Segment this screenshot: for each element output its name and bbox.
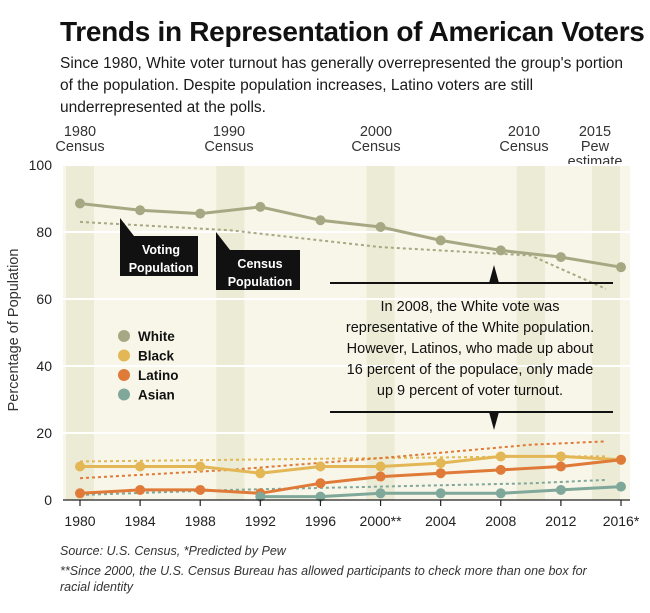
annotation-line-4: 16 percent of the populace, only made xyxy=(347,362,594,378)
x-tick-2008: 2008 xyxy=(485,513,516,529)
x-tick-2004: 2004 xyxy=(425,513,456,529)
voting-callout-text-1: Voting xyxy=(142,243,180,257)
x-tick-1984: 1984 xyxy=(125,513,156,529)
data-point-black-1984 xyxy=(135,461,146,472)
grid-lines xyxy=(63,164,630,434)
data-point-black-2004 xyxy=(435,458,446,469)
annotation: In 2008, the White vote was representativ… xyxy=(330,265,613,430)
data-point-latino-2008 xyxy=(495,464,506,475)
y-tick-60: 60 xyxy=(36,291,52,307)
data-point-asian-2008 xyxy=(495,488,506,499)
data-point-white-2000 xyxy=(375,221,386,232)
data-point-asian-2016 xyxy=(616,481,626,492)
annotation-line-3: However, Latinos, who made up about xyxy=(347,341,594,357)
data-point-latino-2012 xyxy=(555,461,566,472)
y-tick-20: 20 xyxy=(36,425,52,441)
data-point-white-2012 xyxy=(555,252,566,263)
census-footnote: **Since 2000, the U.S. Census Bureau has… xyxy=(60,564,587,594)
axes: 0 20 40 60 80 100 1980 1984 1988 1992 1996 2000** 20… xyxy=(29,157,640,529)
data-point-latino-2000 xyxy=(375,471,386,482)
census-band-2015 xyxy=(591,165,620,500)
x-tick-2016: 2016* xyxy=(603,513,640,529)
census-callout-text-2: Population xyxy=(228,275,293,289)
data-point-latino-1984 xyxy=(135,484,146,495)
legend-marker-black xyxy=(118,349,130,362)
data-point-latino-1980 xyxy=(75,488,85,499)
data-point-asian-2004 xyxy=(435,488,446,499)
chart-title: Trends in Representation of American Vot… xyxy=(60,16,645,47)
data-point-asian-1992 xyxy=(255,491,266,502)
data-point-black-1988 xyxy=(195,461,206,472)
data-point-white-2004 xyxy=(435,235,446,246)
census-line-white xyxy=(79,220,607,290)
census-label-1980: 1980 Census xyxy=(55,124,105,155)
y-tick-80: 80 xyxy=(36,224,52,240)
census-callout-box xyxy=(216,232,300,290)
annotation-line-1: In 2008, the White vote was xyxy=(381,299,560,315)
data-point-latino-1988 xyxy=(195,484,206,495)
legend-marker-white xyxy=(118,330,130,342)
legend: White Black Latino Asian xyxy=(118,329,179,403)
y-tick-100: 100 xyxy=(29,157,53,173)
data-point-black-1992 xyxy=(255,468,266,479)
data-point-white-2016 xyxy=(616,262,626,273)
census-band-1980 xyxy=(66,165,94,500)
x-tick-1996: 1996 xyxy=(305,513,336,529)
legend-label-white: White xyxy=(138,329,175,344)
x-tick-2012: 2012 xyxy=(545,513,576,529)
voting-callout-text-2: Population xyxy=(129,261,194,275)
data-point-latino-2004 xyxy=(435,468,446,479)
voting-callout-box xyxy=(120,218,198,276)
census-band-2000 xyxy=(366,165,395,500)
x-tick-1980: 1980 xyxy=(64,513,95,529)
data-point-latino-1996 xyxy=(315,478,326,489)
legend-marker-latino xyxy=(118,369,130,381)
data-point-black-1980 xyxy=(75,461,85,472)
voting-line-white xyxy=(79,202,622,269)
data-point-black-2000 xyxy=(375,461,386,472)
y-tick-40: 40 xyxy=(36,358,52,374)
data-point-white-1992 xyxy=(255,201,266,212)
census-label-1990: 1990 Census xyxy=(204,124,254,155)
x-tick-1988: 1988 xyxy=(185,513,216,529)
annotation-line-2: representative of the White population. xyxy=(346,320,594,336)
x-tick-2000: 2000** xyxy=(360,513,403,529)
data-point-white-1980 xyxy=(75,198,85,209)
data-point-white-1988 xyxy=(195,208,206,219)
y-tick-0: 0 xyxy=(44,492,52,508)
census-line-asian xyxy=(79,478,607,496)
callouts: Voting Population Census Population xyxy=(120,218,300,290)
data-point-black-2012 xyxy=(555,451,566,462)
data-point-white-1984 xyxy=(135,205,146,216)
data-point-asian-1996 xyxy=(315,491,326,502)
data-point-white-2008 xyxy=(495,245,506,256)
chart-subtitle: Since 1980, White voter turnout has gene… xyxy=(60,55,624,116)
annotation-line-5: up 9 percent of voter turnout. xyxy=(377,383,563,399)
annotation-arrow-up xyxy=(489,265,499,283)
data-point-white-1996 xyxy=(315,215,326,226)
census-label-2000: 2000 Census xyxy=(351,124,401,155)
data-point-latino-2016 xyxy=(616,454,626,465)
legend-label-latino: Latino xyxy=(138,368,179,383)
voting-line-latino xyxy=(79,458,622,495)
census-label-2010: 2010 Census xyxy=(499,124,549,155)
legend-label-asian: Asian xyxy=(138,388,175,403)
source-note: Source: U.S. Census, *Predicted by Pew xyxy=(60,544,286,558)
voting-line-black xyxy=(80,454,622,475)
census-band-1990 xyxy=(216,165,245,500)
census-line-latino xyxy=(79,440,607,480)
census-callout-text-1: Census xyxy=(237,257,282,271)
data-point-asian-2012 xyxy=(555,484,566,495)
x-tick-1992: 1992 xyxy=(245,513,276,529)
legend-label-black: Black xyxy=(138,349,175,364)
data-point-asian-2000 xyxy=(375,488,386,499)
legend-marker-asian xyxy=(118,388,130,401)
voting-lines xyxy=(75,198,626,502)
annotation-arrow-down xyxy=(489,412,499,430)
data-point-black-1996 xyxy=(315,461,326,472)
data-point-black-2008 xyxy=(495,451,506,462)
plot-background xyxy=(63,165,630,500)
